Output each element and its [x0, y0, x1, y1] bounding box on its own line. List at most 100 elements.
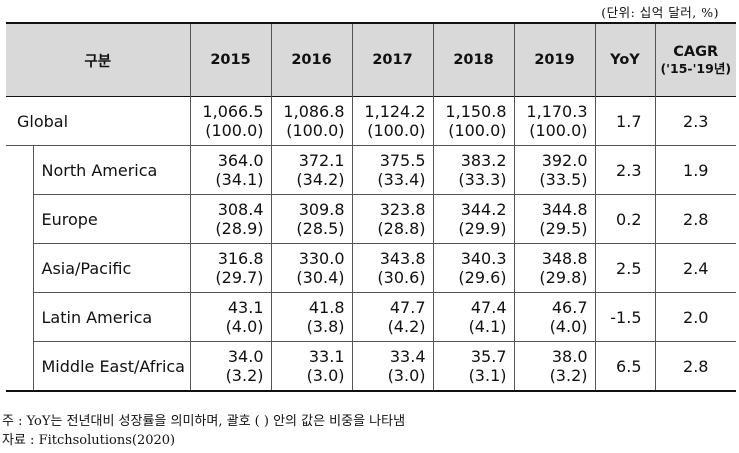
notes: 주 : YoY는 전년대비 성장률을 의미하며, 괄호 ( ) 안의 값은 비중… [2, 412, 405, 450]
value-cell: 340.3 (29.6) [432, 243, 515, 293]
value-cell: 309.8 (28.5) [270, 194, 353, 244]
row-name: Asia/Pacific [32, 243, 191, 293]
value-cell: 41.8 (3.8) [270, 292, 353, 342]
share: (29.9) [458, 219, 507, 238]
value: 47.7 [389, 298, 426, 317]
value: 33.1 [308, 347, 345, 366]
value-cell: 1,170.3 (100.0) [513, 96, 596, 146]
value: 364.0 [217, 151, 264, 170]
value: 340.3 [460, 249, 507, 268]
value: 33.4 [389, 347, 426, 366]
value: 1,150.8 [445, 102, 507, 121]
header-year-2019: 2019 [513, 23, 596, 97]
header-cagr-label: CAGR [673, 44, 719, 60]
cagr-cell: 2.8 [654, 194, 736, 244]
value-cell: 46.7 (4.0) [513, 292, 596, 342]
yoy-cell: 0.2 [594, 194, 656, 244]
share: (100.0) [448, 121, 507, 140]
share: (100.0) [367, 121, 426, 140]
share: (4.1) [468, 317, 507, 336]
header-category: 구분 [6, 23, 191, 97]
indent-cell [6, 341, 34, 392]
share: (100.0) [205, 121, 264, 140]
value-cell: 47.4 (4.1) [432, 292, 515, 342]
yoy-cell: 2.5 [594, 243, 656, 293]
value-cell: 375.5 (33.4) [351, 145, 434, 195]
value: 372.1 [298, 151, 345, 170]
table-row: Latin America 43.1 (4.0) 41.8 (3.8) 47.7 (4.2)… [6, 292, 736, 342]
table-row: Global 1,066.5 (100.0) 1,086.8 (100.0) 1,124.… [6, 96, 736, 146]
value-cell: 33.1 (3.0) [270, 341, 353, 392]
indent-cell [6, 145, 34, 195]
header-cagr: CAGR ('15-'19년) [654, 23, 736, 97]
yoy-cell: -1.5 [594, 292, 656, 342]
share: (28.5) [296, 219, 345, 238]
header-year-2017: 2017 [351, 23, 434, 97]
value-cell: 344.2 (29.9) [432, 194, 515, 244]
indent-cell [6, 243, 34, 293]
value: 1,066.5 [202, 102, 264, 121]
value: 383.2 [460, 151, 507, 170]
value-cell: 392.0 (33.5) [513, 145, 596, 195]
value-cell: 323.8 (28.8) [351, 194, 434, 244]
value: 309.8 [298, 200, 345, 219]
value-cell: 43.1 (4.0) [189, 292, 272, 342]
value: 35.7 [470, 347, 507, 366]
cagr-cell: 2.8 [654, 341, 736, 392]
value-cell: 372.1 (34.2) [270, 145, 353, 195]
value-cell: 38.0 (3.2) [513, 341, 596, 392]
value: 1,124.2 [364, 102, 426, 121]
share: (33.4) [377, 170, 426, 189]
row-name: North America [32, 145, 191, 195]
value: 343.8 [379, 249, 426, 268]
cagr-cell: 1.9 [654, 145, 736, 195]
yoy-cell: 2.3 [594, 145, 656, 195]
share: (33.3) [458, 170, 507, 189]
header-year-2018: 2018 [432, 23, 515, 97]
value-cell: 1,066.5 (100.0) [189, 96, 272, 146]
value: 1,086.8 [283, 102, 345, 121]
table-header-row: 구분 2015 2016 2017 2018 2019 YoY CAGR ('1… [6, 23, 736, 97]
cagr-cell: 2.4 [654, 243, 736, 293]
value: 348.8 [541, 249, 588, 268]
share: (3.0) [306, 366, 345, 385]
value: 34.0 [227, 347, 264, 366]
row-name: Global [6, 96, 191, 146]
indent-cell [6, 194, 34, 244]
value-cell: 364.0 (34.1) [189, 145, 272, 195]
value-cell: 1,150.8 (100.0) [432, 96, 515, 146]
header-year-2015: 2015 [189, 23, 272, 97]
market-size-table: 구분 2015 2016 2017 2018 2019 YoY CAGR ('1… [6, 22, 736, 392]
value-cell: 33.4 (3.0) [351, 341, 434, 392]
value-cell: 316.8 (29.7) [189, 243, 272, 293]
value: 41.8 [308, 298, 345, 317]
value: 316.8 [217, 249, 264, 268]
value-cell: 47.7 (4.2) [351, 292, 434, 342]
value-cell: 344.8 (29.5) [513, 194, 596, 244]
yoy-cell: 6.5 [594, 341, 656, 392]
share: (28.8) [377, 219, 426, 238]
share: (29.7) [215, 268, 264, 287]
share: (4.0) [225, 317, 264, 336]
value: 308.4 [217, 200, 264, 219]
share: (4.2) [387, 317, 426, 336]
unit-note: (단위: 십억 달러, %) [601, 5, 719, 20]
share: (29.6) [458, 268, 507, 287]
table-row: North America 364.0 (34.1) 372.1 (34.2) 375.5… [6, 145, 736, 195]
header-yoy: YoY [594, 23, 656, 97]
row-name: Middle East/Africa [32, 341, 191, 392]
share: (30.6) [377, 268, 426, 287]
value: 46.7 [551, 298, 588, 317]
share: (28.9) [215, 219, 264, 238]
header-cagr-period: ('15-'19년) [660, 61, 732, 76]
share: (100.0) [529, 121, 588, 140]
value-cell: 348.8 (29.8) [513, 243, 596, 293]
indent-cell [6, 292, 34, 342]
share: (30.4) [296, 268, 345, 287]
share: (3.2) [225, 366, 264, 385]
value: 47.4 [470, 298, 507, 317]
footnote: 주 : YoY는 전년대비 성장률을 의미하며, 괄호 ( ) 안의 값은 비중… [2, 414, 406, 429]
cagr-cell: 2.3 [654, 96, 736, 146]
share: (34.2) [296, 170, 345, 189]
row-name: Latin America [32, 292, 191, 342]
